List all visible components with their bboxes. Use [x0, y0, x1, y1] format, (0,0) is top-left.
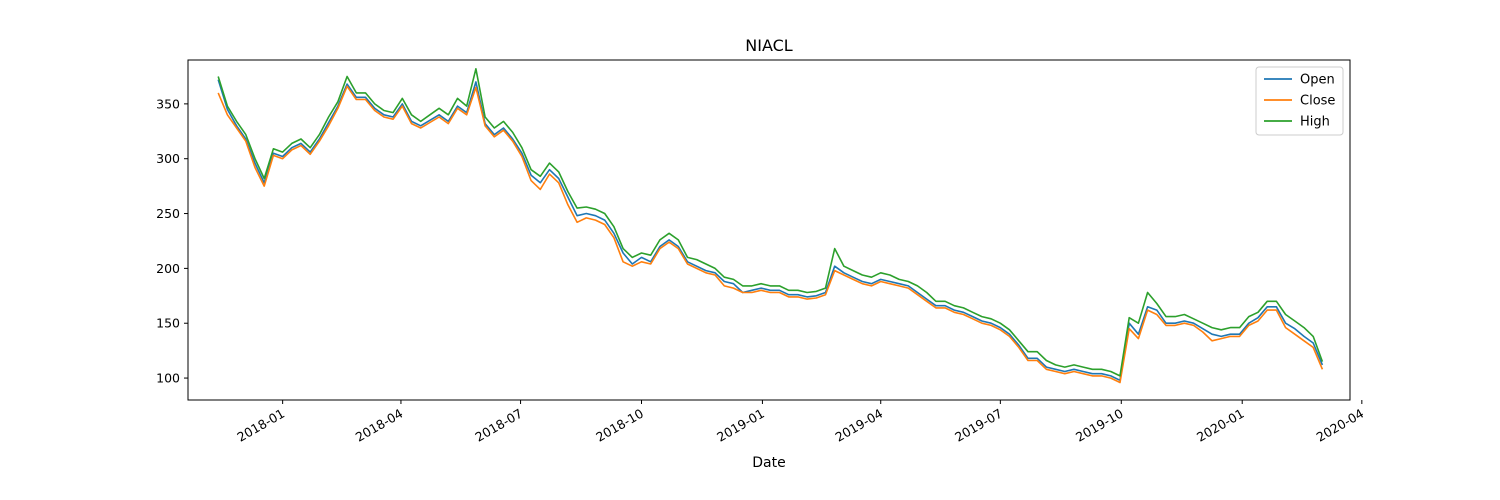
x-axis-label: Date — [752, 455, 785, 471]
x-tick-label: 2019-01 — [714, 406, 767, 445]
series-line-open — [217, 79, 1324, 382]
x-tick-label: 2018-01 — [234, 406, 287, 445]
x-tick-label: 2018-10 — [593, 406, 646, 445]
series-layer — [217, 68, 1324, 384]
x-tick-label: 2019-10 — [1073, 406, 1126, 445]
legend: Open Close High — [1255, 66, 1344, 136]
plot-frame — [187, 59, 1351, 401]
y-tick-label: 100 — [156, 371, 180, 386]
legend-label-high: High — [1300, 115, 1330, 130]
y-tick-label: 150 — [156, 316, 180, 331]
x-axis-ticks: 2018-01 2018-04 2018-07 2018-10 2019-01 2019-… — [234, 400, 1366, 445]
y-tick-label: 200 — [156, 261, 180, 276]
x-tick-label: 2018-07 — [472, 406, 525, 445]
x-tick-label: 2018-04 — [353, 406, 406, 445]
y-axis-ticks: 100 150 200 250 300 350 — [156, 96, 188, 386]
x-tick-label: 2019-07 — [952, 406, 1005, 445]
series-line-close — [217, 85, 1324, 384]
chart-title: NIACL — [745, 36, 793, 55]
legend-label-close: Close — [1300, 94, 1335, 109]
series-line-high — [217, 68, 1324, 377]
y-tick-label: 350 — [156, 96, 180, 111]
y-tick-label: 300 — [156, 151, 180, 166]
x-tick-label: 2020-04 — [1314, 406, 1367, 445]
x-tick-label: 2019-04 — [832, 406, 885, 445]
y-tick-label: 250 — [156, 206, 180, 221]
legend-label-open: Open — [1300, 73, 1335, 88]
x-tick-label: 2020-01 — [1194, 406, 1247, 445]
legend-box — [1255, 66, 1344, 136]
